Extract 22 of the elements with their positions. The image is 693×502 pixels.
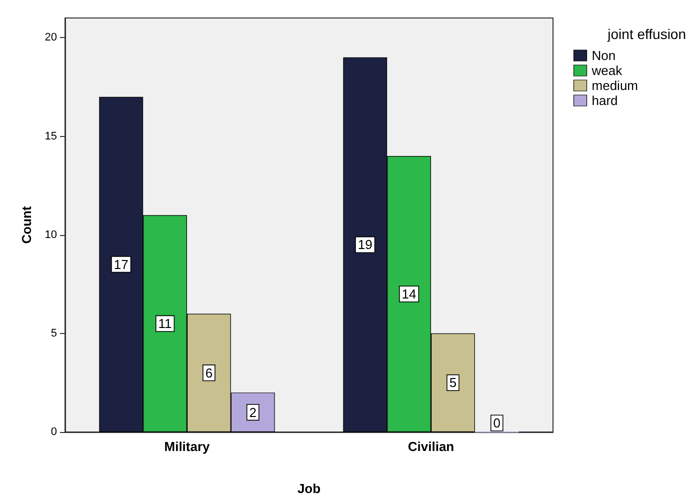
legend-label: weak <box>590 63 623 78</box>
y-tick-label: 15 <box>44 130 57 142</box>
data-label: 6 <box>205 365 213 380</box>
data-label: 14 <box>402 286 416 302</box>
data-label: 0 <box>493 416 500 430</box>
data-label: 5 <box>449 375 457 390</box>
y-tick-label: 10 <box>44 228 57 241</box>
legend-title: joint effusion <box>606 26 686 42</box>
data-label: 11 <box>158 316 172 332</box>
data-label: 19 <box>358 237 372 252</box>
y-tick-label: 20 <box>44 32 57 44</box>
data-label: 17 <box>114 256 128 272</box>
y-tick-label: 5 <box>50 327 57 340</box>
x-tick-label: Civilian <box>408 439 454 454</box>
x-axis-title: Job <box>297 481 321 496</box>
legend-label: Non <box>592 48 616 63</box>
data-label: 2 <box>249 404 256 420</box>
legend-label: medium <box>592 78 638 93</box>
y-axis-title: Count <box>19 206 34 244</box>
x-tick-label: Military <box>164 439 211 454</box>
y-tick-label: 0 <box>50 426 57 438</box>
legend-label: hard <box>592 93 618 108</box>
